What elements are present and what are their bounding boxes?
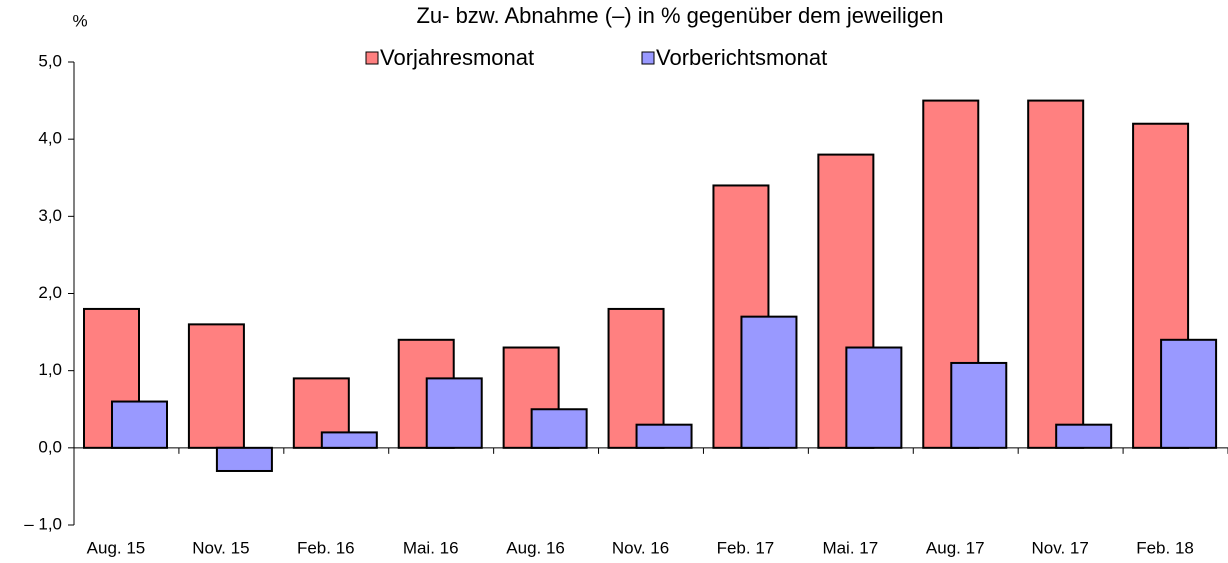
- legend-swatch: [365, 51, 379, 65]
- bar: [530, 408, 588, 449]
- bar: [1160, 338, 1218, 449]
- y-tick-label: 1,0: [38, 360, 62, 379]
- bar: [111, 400, 168, 449]
- bar: [215, 446, 273, 472]
- y-tick-label: – 1,0: [24, 514, 62, 533]
- bar: [425, 377, 483, 449]
- x-tick-label: Mai. 17: [822, 538, 878, 557]
- legend-label: Vorberichtsmonat: [656, 45, 827, 70]
- x-tick-label: Nov. 15: [192, 538, 249, 557]
- bar: [845, 346, 903, 449]
- bar: [740, 315, 798, 449]
- y-tick-label: 5,0: [38, 51, 62, 70]
- x-tick-label: Aug. 16: [506, 538, 565, 557]
- legend-label: Vorjahresmonat: [380, 45, 534, 70]
- bar: [187, 323, 245, 449]
- y-tick-label: 0,0: [38, 437, 62, 456]
- bar: [950, 361, 1008, 449]
- x-tick-label: Nov. 16: [612, 538, 669, 557]
- x-tick-label: Feb. 17: [717, 538, 775, 557]
- bar: [1027, 99, 1085, 449]
- y-tick-label: 3,0: [38, 206, 62, 225]
- x-tick-label: Nov. 17: [1031, 538, 1088, 557]
- x-tick-label: Aug. 15: [87, 538, 146, 557]
- x-tick-label: Aug. 17: [926, 538, 985, 557]
- y-tick-label: 4,0: [38, 129, 62, 148]
- x-tick-label: Feb. 18: [1136, 538, 1194, 557]
- bar: [1055, 423, 1113, 449]
- y-axis-unit: %: [72, 11, 87, 30]
- bar: [635, 423, 693, 449]
- x-tick-label: Mai. 16: [403, 538, 459, 557]
- legend-swatch: [641, 51, 655, 65]
- y-tick-label: 2,0: [38, 283, 62, 302]
- x-tick-label: Feb. 16: [297, 538, 355, 557]
- chart-title: Zu- bzw. Abnahme (–) in % gegenüber dem …: [416, 3, 943, 28]
- bar: [320, 431, 378, 449]
